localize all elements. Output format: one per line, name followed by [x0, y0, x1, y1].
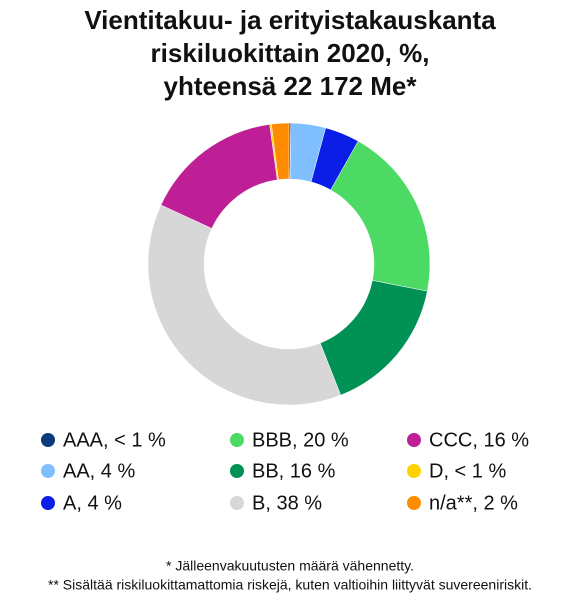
- donut-slice: [271, 122, 290, 180]
- chart-title: yhteensä 22 172 Me*: [164, 71, 418, 101]
- legend-marker: [41, 433, 55, 447]
- legend-marker: [407, 433, 421, 447]
- legend-label: CCC, 16 %: [429, 429, 529, 451]
- legend-label: A, 4 %: [63, 492, 122, 514]
- footnote: * Jälleenvakuutusten määrä vähennetty.: [166, 558, 414, 574]
- legend-label: BBB, 20 %: [252, 429, 349, 451]
- legend-marker: [230, 433, 244, 447]
- donut-slice: [330, 140, 431, 292]
- legend-label: B, 38 %: [252, 492, 322, 514]
- donut-slice: [160, 124, 278, 229]
- legend-marker: [230, 496, 244, 510]
- footnote: ** Sisältää riskiluokittamattomia riskej…: [48, 577, 532, 593]
- legend-marker: [230, 464, 244, 478]
- legend-label: D, < 1 %: [429, 460, 506, 482]
- legend-label: n/a**, 2 %: [429, 492, 518, 514]
- legend-label: AAA, < 1 %: [63, 429, 166, 451]
- legend-marker: [407, 496, 421, 510]
- donut-slice: [147, 204, 342, 406]
- legend-marker: [407, 464, 421, 478]
- legend-label: BB, 16 %: [252, 460, 336, 482]
- legend-marker: [41, 496, 55, 510]
- legend-marker: [41, 464, 55, 478]
- legend-label: AA, 4 %: [63, 460, 135, 482]
- chart-title: riskiluokittain 2020, %,: [151, 38, 430, 68]
- donut-slice: [319, 280, 428, 396]
- chart-title: Vientitakuu- ja erityistakauskanta: [84, 5, 496, 35]
